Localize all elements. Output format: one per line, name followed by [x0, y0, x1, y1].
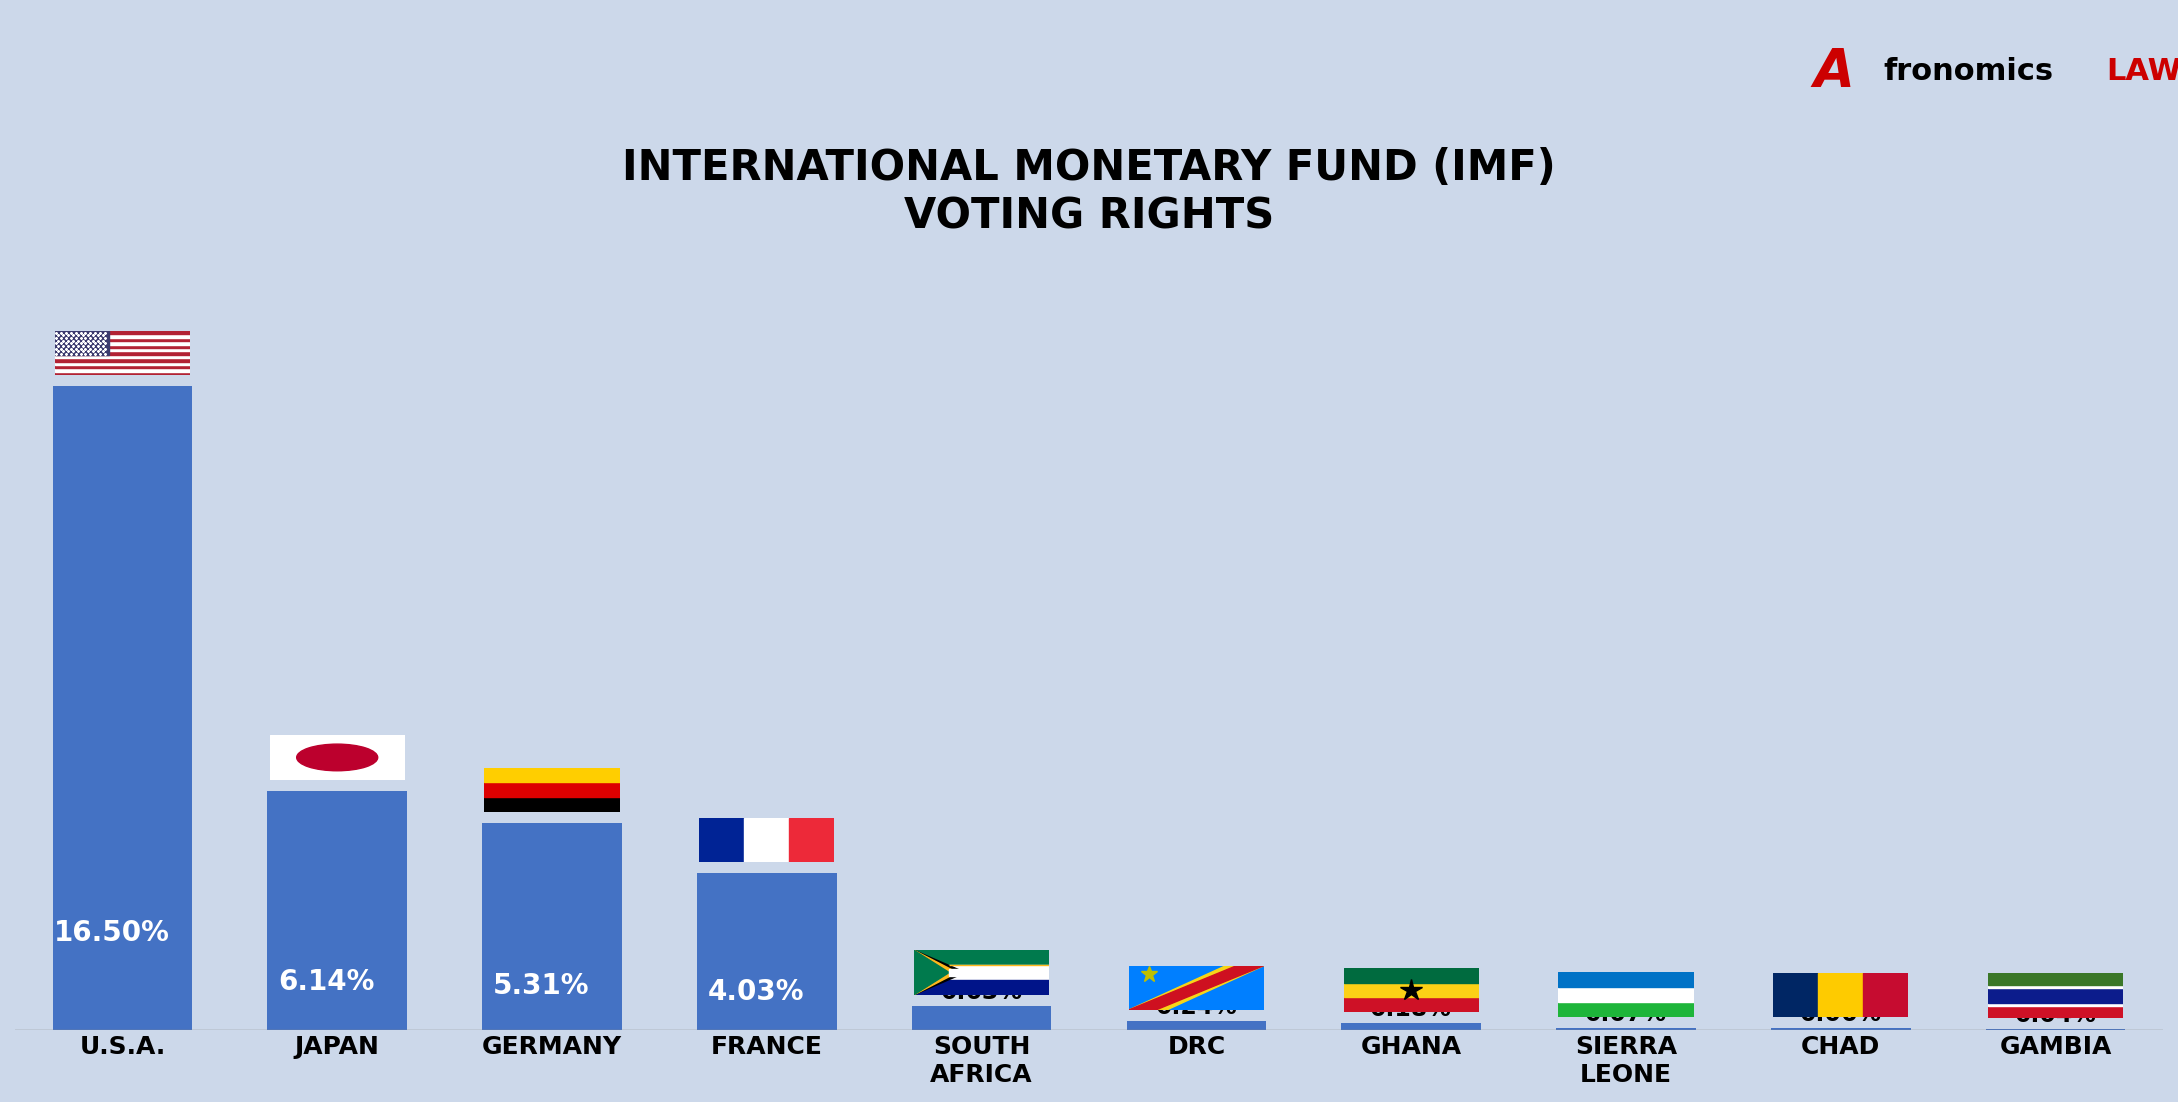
Bar — [1559, 972, 1694, 987]
Bar — [54, 361, 189, 365]
Bar — [913, 1006, 1052, 1030]
Bar — [915, 980, 1050, 995]
Bar — [745, 818, 788, 862]
Bar — [1989, 973, 2124, 985]
Bar — [52, 387, 192, 1030]
Polygon shape — [1128, 965, 1263, 1009]
Polygon shape — [1128, 965, 1263, 1009]
Polygon shape — [915, 950, 950, 995]
Bar — [1989, 987, 2124, 1004]
Text: 4.03%: 4.03% — [708, 977, 804, 1006]
Text: 6.14%: 6.14% — [279, 968, 375, 996]
Bar — [1773, 973, 1819, 1017]
Bar — [54, 345, 189, 348]
Text: 0.06%: 0.06% — [1799, 1002, 1882, 1026]
Bar — [1126, 1020, 1265, 1030]
Bar — [54, 331, 109, 355]
Bar — [1989, 1004, 2124, 1006]
Bar — [54, 331, 189, 334]
Bar — [1559, 1002, 1694, 1016]
Text: 0.04%: 0.04% — [2015, 1003, 2097, 1027]
Bar — [54, 348, 189, 352]
Circle shape — [296, 744, 377, 770]
Bar — [915, 965, 1050, 980]
Bar — [1344, 997, 1479, 1013]
Bar — [1989, 985, 2124, 987]
Bar — [1344, 983, 1479, 997]
Bar — [1864, 973, 1908, 1017]
Text: 5.31%: 5.31% — [492, 972, 590, 1000]
Bar — [1986, 1029, 2126, 1030]
Polygon shape — [915, 950, 958, 995]
Bar — [1819, 973, 1864, 1017]
Bar — [54, 355, 189, 358]
Text: 0.18%: 0.18% — [1370, 997, 1453, 1022]
Bar — [54, 371, 189, 376]
Bar — [1559, 987, 1694, 1002]
Text: fronomics: fronomics — [1884, 57, 2054, 86]
Text: A: A — [1814, 45, 1856, 98]
Bar — [788, 818, 834, 862]
Bar — [268, 790, 407, 1030]
Title: INTERNATIONAL MONETARY FUND (IMF)
VOTING RIGHTS: INTERNATIONAL MONETARY FUND (IMF) VOTING… — [623, 148, 1555, 238]
Bar — [1342, 1024, 1481, 1030]
Bar — [699, 818, 745, 862]
Bar — [1771, 1028, 1910, 1030]
Bar — [697, 873, 836, 1030]
Bar — [481, 823, 621, 1030]
Bar — [54, 368, 189, 371]
Bar — [1344, 968, 1479, 983]
Bar — [484, 797, 619, 812]
Text: 0.07%: 0.07% — [1586, 1002, 1666, 1026]
Text: 16.50%: 16.50% — [54, 919, 170, 948]
Bar — [54, 337, 189, 342]
Bar — [54, 342, 189, 345]
Bar — [54, 334, 189, 337]
Text: 0.63%: 0.63% — [941, 980, 1024, 1004]
Bar — [484, 782, 619, 797]
Bar — [1989, 1006, 2124, 1018]
Bar — [1557, 1027, 1697, 1030]
Text: 0.24%: 0.24% — [1157, 995, 1237, 1019]
Bar — [484, 768, 619, 782]
Polygon shape — [915, 950, 965, 995]
Text: LAW: LAW — [2106, 57, 2178, 86]
Bar — [54, 352, 189, 355]
Bar — [915, 950, 1050, 965]
Bar — [54, 365, 189, 368]
Bar — [54, 358, 189, 361]
Bar — [950, 970, 1050, 975]
